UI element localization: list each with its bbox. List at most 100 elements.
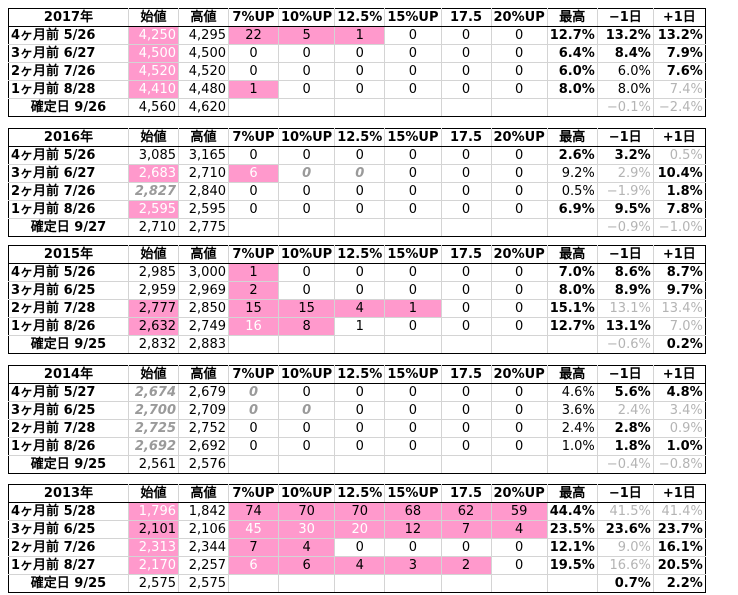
cell-7up <box>228 335 279 354</box>
col-minus1: −1日 <box>596 8 654 27</box>
cell-17-5: 0 <box>440 317 492 336</box>
col-10up: 10%UP <box>277 484 336 503</box>
table-row: 3ヶ月前 6/25 2,700 2,709 0 0 0 0 0 0 3.6% 2… <box>8 401 706 420</box>
cell-20up <box>490 218 548 237</box>
cell-10up <box>277 574 336 593</box>
cell-12-5: 1 <box>334 26 386 45</box>
col-15up: 15%UP <box>384 484 442 503</box>
cell-20up: 0 <box>490 164 548 183</box>
cell-15up <box>384 98 442 117</box>
col-minus1: −1日 <box>596 245 654 264</box>
cell-10up: 15 <box>277 299 336 318</box>
col-plus1: +1日 <box>652 128 706 147</box>
cell-17-5 <box>440 574 492 593</box>
cell-15up: 0 <box>384 26 442 45</box>
cell-high: 2,749 <box>178 317 229 336</box>
cell-open: 2,700 <box>128 401 179 420</box>
cell-15up: 0 <box>384 281 442 300</box>
cell-7up: 6 <box>228 164 279 183</box>
row-label: 確定日 9/26 <box>8 98 129 117</box>
col-open: 始値 <box>128 8 179 27</box>
cell-20up: 4 <box>490 520 548 539</box>
cell-high: 2,883 <box>178 335 229 354</box>
cell-12-5: 0 <box>334 146 386 165</box>
cell-high: 2,710 <box>178 164 229 183</box>
cell-20up: 0 <box>490 182 548 201</box>
cell-15up: 0 <box>384 317 442 336</box>
col-15up: 15%UP <box>384 365 442 384</box>
cell-high: 4,500 <box>178 44 229 63</box>
cell-17-5 <box>440 455 492 474</box>
table-row: 2ヶ月前 7/26 4,520 4,520 0 0 0 0 0 0 6.0% 6… <box>8 62 706 81</box>
cell-minus1: −0.9% <box>596 218 654 237</box>
cell-17-5 <box>440 218 492 237</box>
cell-minus1: 0.7% <box>596 574 654 593</box>
cell-high: 2,106 <box>178 520 229 539</box>
year-label: 2016年 <box>8 128 129 147</box>
cell-20up <box>490 98 548 117</box>
cell-10up: 0 <box>277 164 336 183</box>
cell-15up: 0 <box>384 182 442 201</box>
cell-max: 9.2% <box>546 164 598 183</box>
cell-10up: 4 <box>277 538 336 557</box>
cell-plus1: 7.9% <box>652 44 706 63</box>
col-open: 始値 <box>128 245 179 264</box>
year-label: 2014年 <box>8 365 129 384</box>
col-17-5: 17.5 <box>440 128 492 147</box>
cell-open: 2,985 <box>128 263 179 282</box>
cell-20up <box>490 455 548 474</box>
cell-high: 4,620 <box>178 98 229 117</box>
cell-20up <box>490 335 548 354</box>
cell-minus1: 9.0% <box>596 538 654 557</box>
table-row: 1ヶ月前 8/26 2,595 2,595 0 0 0 0 0 0 6.9% 9… <box>8 200 706 219</box>
cell-12-5: 0 <box>334 437 386 456</box>
cell-max <box>546 455 598 474</box>
col-12-5: 12.5% <box>334 484 386 503</box>
cell-15up: 3 <box>384 556 442 575</box>
col-15up: 15%UP <box>384 8 442 27</box>
table-row: 1ヶ月前 8/28 4,410 4,480 1 0 0 0 0 0 8.0% 8… <box>8 80 706 99</box>
cell-open: 2,101 <box>128 520 179 539</box>
col-15up: 15%UP <box>384 245 442 264</box>
cell-12-5: 0 <box>334 62 386 81</box>
cell-10up: 0 <box>277 62 336 81</box>
cell-minus1: −0.4% <box>596 455 654 474</box>
cell-15up: 0 <box>384 146 442 165</box>
col-20up: 20%UP <box>490 128 548 147</box>
cell-minus1: 8.6% <box>596 263 654 282</box>
cell-12-5: 0 <box>334 44 386 63</box>
cell-minus1: 23.6% <box>596 520 654 539</box>
col-15up: 15%UP <box>384 128 442 147</box>
col-high: 高値 <box>178 484 229 503</box>
cell-max: 8.0% <box>546 80 598 99</box>
row-label: 2ヶ月前 7/28 <box>8 419 129 438</box>
col-7up: 7%UP <box>228 245 279 264</box>
col-20up: 20%UP <box>490 484 548 503</box>
cell-7up: 6 <box>228 556 279 575</box>
cell-max <box>546 218 598 237</box>
cell-high: 2,775 <box>178 218 229 237</box>
header-row: 2013年 始値 高値 7%UP 10%UP 12.5% 15%UP 17.5 … <box>8 484 706 503</box>
cell-plus1: 16.1% <box>652 538 706 557</box>
cell-max <box>546 574 598 593</box>
row-label: 2ヶ月前 7/28 <box>8 299 129 318</box>
col-17-5: 17.5 <box>440 484 492 503</box>
table-2016: 2016年 始値 高値 7%UP 10%UP 12.5% 15%UP 17.5 … <box>8 128 706 237</box>
cell-17-5: 7 <box>440 520 492 539</box>
cell-7up: 0 <box>228 44 279 63</box>
row-label: 3ヶ月前 6/27 <box>8 44 129 63</box>
cell-17-5: 0 <box>440 263 492 282</box>
cell-plus1: 13.4% <box>652 299 706 318</box>
cell-7up: 0 <box>228 182 279 201</box>
cell-20up: 0 <box>490 281 548 300</box>
col-10up: 10%UP <box>277 128 336 147</box>
cell-max: 6.9% <box>546 200 598 219</box>
cell-17-5: 0 <box>440 538 492 557</box>
cell-high: 3,000 <box>178 263 229 282</box>
cell-7up: 0 <box>228 437 279 456</box>
cell-7up: 15 <box>228 299 279 318</box>
cell-15up: 1 <box>384 299 442 318</box>
cell-12-5 <box>334 218 386 237</box>
cell-20up: 0 <box>490 538 548 557</box>
cell-15up: 0 <box>384 200 442 219</box>
